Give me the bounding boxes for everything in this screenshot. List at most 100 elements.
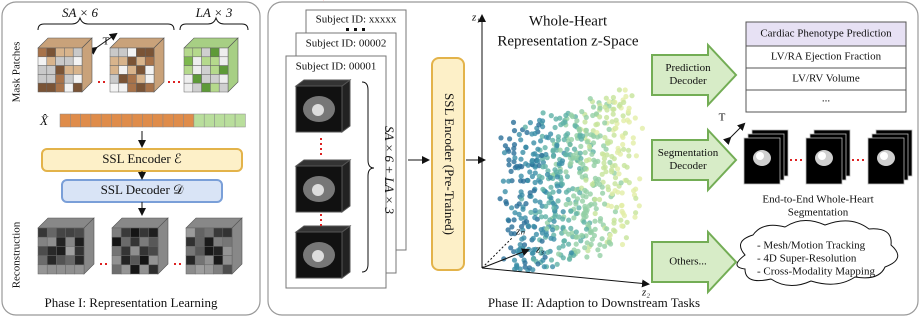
patch [130, 237, 139, 246]
patch [195, 246, 204, 255]
cloud-point [604, 115, 609, 120]
patch [214, 246, 223, 255]
slice-side [342, 160, 350, 212]
phase1-title: Phase I: Representation Learning [45, 295, 218, 310]
cloud-point [588, 96, 593, 101]
token [225, 114, 235, 127]
patch [219, 83, 228, 92]
patch [214, 265, 223, 274]
decoder-label: Decoder [669, 75, 707, 87]
cloud-point [625, 118, 630, 123]
cloud-point [538, 179, 543, 184]
cloud-point [563, 229, 568, 234]
cloud-point [528, 120, 533, 125]
cloud-point [543, 145, 548, 150]
subject-id: Subject ID: xxxxx [316, 14, 397, 26]
patch [119, 83, 128, 92]
patch [149, 228, 158, 237]
cloud-point [579, 233, 584, 238]
cloud-point [617, 87, 622, 92]
cloud-point [597, 253, 602, 258]
cloud-point [610, 191, 615, 196]
token [235, 114, 245, 127]
cloud-point [600, 191, 605, 196]
cloud-point [561, 209, 566, 214]
token [142, 114, 152, 127]
patch [184, 83, 193, 92]
cloud-point [518, 157, 523, 162]
patch [38, 237, 47, 246]
cloud-point [585, 139, 590, 144]
patch [195, 256, 204, 265]
cloud-point [583, 166, 588, 171]
patch [145, 66, 154, 75]
patch [121, 237, 130, 246]
cloud-point [593, 122, 598, 127]
patch [204, 237, 213, 246]
cloud-point [523, 201, 528, 206]
patch [210, 74, 219, 83]
patch [66, 256, 75, 265]
patch [56, 256, 65, 265]
patch [219, 74, 228, 83]
cloud-point [633, 196, 638, 201]
cloud-point [589, 242, 594, 247]
token [204, 114, 214, 127]
cloud-point [539, 227, 544, 232]
cloud-point [537, 200, 542, 205]
cloud-point [623, 131, 628, 136]
others-item: - Mesh/Motion Tracking [757, 240, 866, 252]
patch [64, 83, 73, 92]
patch [121, 256, 130, 265]
cloud-point [620, 142, 625, 147]
patch [193, 48, 202, 57]
patch [184, 66, 193, 75]
cloud-point [589, 230, 594, 235]
cloud-point [524, 130, 529, 135]
encoder-label: SSL Encoder ℰ [102, 151, 182, 166]
cloud-point [560, 216, 565, 221]
cloud-point [506, 157, 511, 162]
token [112, 114, 122, 127]
cloud-point [565, 131, 570, 136]
patch [130, 265, 139, 274]
cloud-point [509, 231, 514, 236]
patch [110, 57, 119, 66]
cloud-point [569, 250, 574, 255]
cloud-point [535, 147, 540, 152]
cloud-point [551, 154, 556, 159]
cloud-point [633, 115, 638, 120]
patch [210, 48, 219, 57]
cloud-point [617, 103, 622, 108]
cloud-point [578, 151, 583, 156]
zspace-title: Representation z-Space [497, 33, 639, 49]
patch [47, 74, 56, 83]
cloud-point [541, 110, 546, 115]
cloud-point [601, 143, 606, 148]
cloud-point [503, 189, 508, 194]
slice-side [342, 80, 350, 132]
token [101, 114, 111, 127]
cloud-point [621, 211, 626, 216]
patch [193, 83, 202, 92]
cloud-point [631, 188, 636, 193]
figure: SA × 6 LA × 3 T Mask Patches X̂ SSL Enco… [0, 0, 920, 318]
patch [202, 48, 211, 57]
patch [119, 74, 128, 83]
patch [75, 237, 84, 246]
patch [110, 66, 119, 75]
cloud-point [572, 147, 577, 152]
patch [47, 265, 56, 274]
decoder-label: SSL Decoder 𝒟 [101, 182, 184, 197]
patch [128, 48, 137, 57]
cloud-point [597, 182, 602, 187]
cloud-point [584, 194, 589, 199]
cloud-point [522, 260, 527, 265]
cloud-point [545, 250, 550, 255]
cloud-point [631, 135, 636, 140]
patch [223, 256, 232, 265]
cloud-point [607, 160, 612, 165]
cloud-point [590, 113, 595, 118]
patch [149, 265, 158, 274]
cloud-point [590, 182, 595, 187]
